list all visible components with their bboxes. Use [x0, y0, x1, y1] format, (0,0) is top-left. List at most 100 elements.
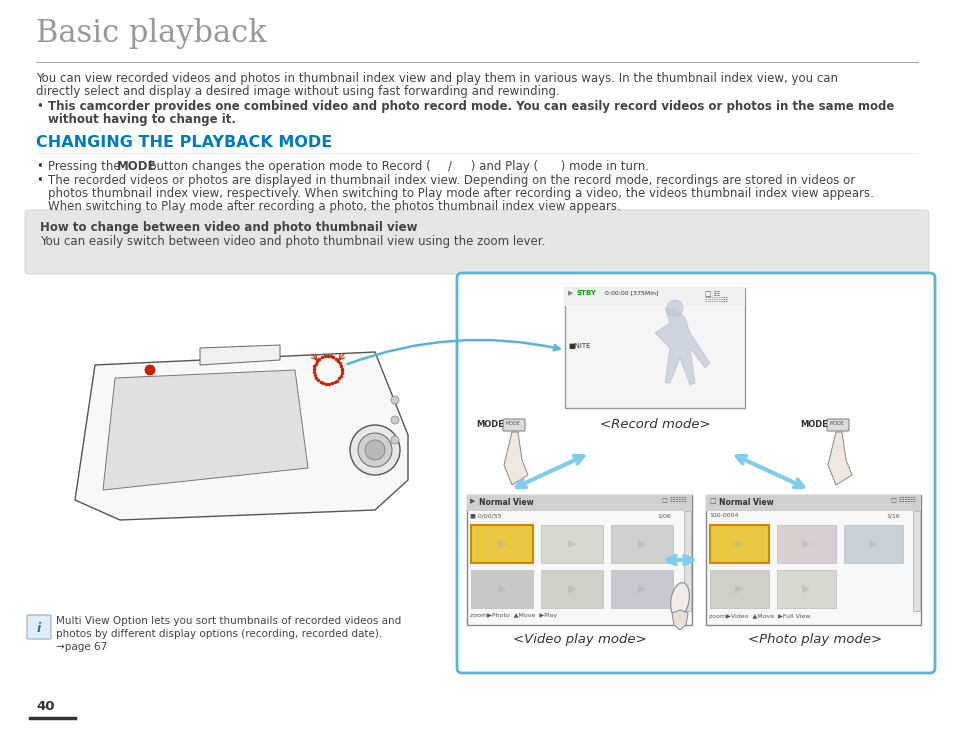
Text: •: •: [36, 160, 43, 173]
Text: button changes the operation mode to Record (: button changes the operation mode to Rec…: [149, 160, 431, 173]
Circle shape: [391, 416, 398, 424]
Text: Multi View Option lets you sort thumbnails of recorded videos and: Multi View Option lets you sort thumbnai…: [56, 616, 401, 626]
Text: /     ) and Play (      ) mode in turn.: / ) and Play ( ) mode in turn.: [448, 160, 648, 173]
Text: How to change between video and photo thumbnail view: How to change between video and photo th…: [40, 221, 417, 234]
Circle shape: [350, 425, 399, 475]
Polygon shape: [503, 432, 527, 485]
Text: When switching to Play mode after recording a photo, the photos thumbnail index : When switching to Play mode after record…: [48, 200, 620, 213]
Text: MODE: MODE: [476, 420, 503, 429]
FancyBboxPatch shape: [709, 525, 768, 563]
Text: 1/06: 1/06: [657, 513, 670, 518]
Text: ▶: ▶: [567, 584, 576, 594]
Text: Normal View: Normal View: [719, 498, 773, 507]
Text: ▶: ▶: [734, 539, 742, 549]
Text: This camcorder provides one combined video and photo record mode. You can easily: This camcorder provides one combined vid…: [48, 100, 894, 113]
Circle shape: [666, 300, 682, 316]
Text: photos by different display options (recording, recorded date).: photos by different display options (rec…: [56, 629, 382, 639]
Circle shape: [145, 365, 154, 375]
FancyBboxPatch shape: [540, 525, 602, 563]
FancyBboxPatch shape: [610, 525, 672, 563]
Text: 0:00:00 [375Min]: 0:00:00 [375Min]: [604, 290, 658, 295]
FancyBboxPatch shape: [456, 273, 934, 673]
Text: MODE: MODE: [505, 421, 520, 426]
Text: CHANGING THE PLAYBACK MODE: CHANGING THE PLAYBACK MODE: [36, 135, 332, 150]
FancyBboxPatch shape: [610, 570, 672, 608]
FancyBboxPatch shape: [27, 615, 51, 639]
Text: ▶: ▶: [868, 539, 877, 549]
FancyBboxPatch shape: [826, 419, 848, 431]
Text: STBY: STBY: [577, 290, 597, 296]
Text: ■ 0/00/55: ■ 0/00/55: [470, 513, 501, 518]
Text: without having to change it.: without having to change it.: [48, 113, 235, 126]
Text: ▶: ▶: [638, 539, 645, 549]
Circle shape: [391, 396, 398, 404]
Polygon shape: [655, 308, 709, 385]
FancyBboxPatch shape: [467, 495, 691, 625]
Ellipse shape: [670, 583, 689, 618]
FancyBboxPatch shape: [709, 570, 768, 608]
FancyBboxPatch shape: [471, 525, 533, 563]
FancyBboxPatch shape: [540, 570, 602, 608]
FancyBboxPatch shape: [564, 288, 744, 408]
Circle shape: [357, 433, 392, 467]
Text: <Video play mode>: <Video play mode>: [513, 633, 646, 646]
Text: ▶: ▶: [734, 584, 742, 594]
FancyBboxPatch shape: [776, 525, 835, 563]
Text: MODE: MODE: [829, 421, 844, 426]
Text: □ ☷: □ ☷: [704, 290, 720, 296]
Text: □ ☷☷☷: □ ☷☷☷: [661, 498, 686, 504]
Text: You can view recorded videos and photos in thumbnail index view and play them in: You can view recorded videos and photos …: [36, 72, 837, 85]
Text: ▶: ▶: [497, 539, 506, 549]
FancyBboxPatch shape: [467, 495, 691, 511]
Text: ▶: ▶: [638, 584, 645, 594]
Text: ▶: ▶: [497, 584, 506, 594]
Text: 1/16: 1/16: [885, 513, 899, 518]
Text: ☷: ☷: [722, 298, 727, 303]
FancyBboxPatch shape: [705, 495, 920, 625]
Text: ▶: ▶: [801, 584, 809, 594]
Text: MODE: MODE: [117, 160, 156, 173]
Text: •: •: [36, 174, 43, 187]
Text: •: •: [36, 100, 43, 113]
Text: You can easily switch between video and photo thumbnail view using the zoom leve: You can easily switch between video and …: [40, 235, 545, 248]
Text: 40: 40: [36, 700, 54, 713]
Text: zoom▶Video  ▲Move  ▶Full View: zoom▶Video ▲Move ▶Full View: [708, 613, 810, 618]
Polygon shape: [671, 610, 687, 630]
Polygon shape: [827, 432, 851, 485]
Text: ▶: ▶: [801, 539, 809, 549]
Polygon shape: [75, 352, 408, 520]
Text: Basic playback: Basic playback: [36, 18, 266, 49]
FancyBboxPatch shape: [776, 570, 835, 608]
Text: MODE: MODE: [800, 420, 827, 429]
Text: <Record mode>: <Record mode>: [599, 418, 710, 431]
FancyBboxPatch shape: [683, 511, 690, 611]
Polygon shape: [200, 345, 280, 365]
Text: 100-0004: 100-0004: [708, 513, 738, 518]
FancyBboxPatch shape: [912, 511, 919, 611]
Text: ☷☷☷☷: ☷☷☷☷: [704, 298, 723, 303]
Circle shape: [391, 436, 398, 444]
Text: directly select and display a desired image without using fast forwarding and re: directly select and display a desired im…: [36, 85, 559, 98]
FancyBboxPatch shape: [502, 419, 524, 431]
Text: photos thumbnail index view, respectively. When switching to Play mode after rec: photos thumbnail index view, respectivel…: [48, 187, 873, 200]
Text: □: □: [708, 498, 715, 504]
FancyBboxPatch shape: [705, 495, 920, 511]
Text: Normal View: Normal View: [478, 498, 533, 507]
Text: i: i: [37, 622, 41, 635]
Text: Pressing the: Pressing the: [48, 160, 124, 173]
Text: The recorded videos or photos are displayed in thumbnail index view. Depending o: The recorded videos or photos are displa…: [48, 174, 854, 187]
Text: ▶: ▶: [567, 539, 576, 549]
Text: <Photo play mode>: <Photo play mode>: [747, 633, 882, 646]
FancyBboxPatch shape: [471, 570, 533, 608]
FancyBboxPatch shape: [843, 525, 902, 563]
Text: □ ☷☷☷: □ ☷☷☷: [890, 498, 915, 504]
Text: ■NITE: ■NITE: [567, 343, 590, 349]
Text: ▶: ▶: [567, 290, 573, 296]
Text: zoom▶Photo  ▲Move  ▶Play: zoom▶Photo ▲Move ▶Play: [470, 613, 557, 618]
Text: ▶: ▶: [470, 498, 475, 504]
Text: →page 67: →page 67: [56, 642, 107, 652]
Polygon shape: [103, 370, 308, 490]
Circle shape: [365, 440, 385, 460]
FancyBboxPatch shape: [25, 210, 928, 274]
FancyBboxPatch shape: [564, 288, 744, 306]
